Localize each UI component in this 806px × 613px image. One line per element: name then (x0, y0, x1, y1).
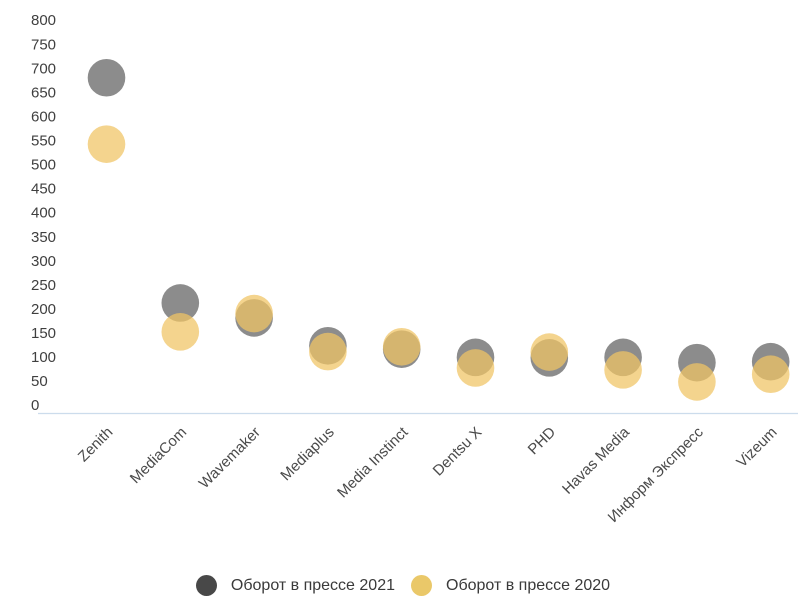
chart-legend: Оборот в прессе 2021 Оборот в прессе 2020 (0, 575, 806, 596)
legend-item-оборот-в-прессе-2021[interactable]: Оборот в прессе 2021 (195, 575, 395, 596)
y-tick-label-50: 50 (31, 373, 48, 390)
plot-area: 8007507006506005505004504003503002502001… (31, 12, 798, 526)
bubble-оборот-в-прессе-2020-информ-экспресс[interactable] (678, 363, 716, 401)
x-category-label-phd: PHD (525, 424, 560, 459)
x-category-label-vizeum: Vizeum (733, 424, 780, 471)
y-tick-label-550: 550 (31, 133, 56, 150)
y-tick-label-200: 200 (31, 301, 56, 318)
legend-item-оборот-в-прессе-2020[interactable]: Оборот в прессе 2020 (411, 575, 610, 596)
y-tick-label-650: 650 (31, 84, 56, 101)
bubble-оборот-в-прессе-2021-mediacom[interactable] (161, 284, 200, 322)
y-tick-label-750: 750 (31, 36, 56, 53)
bubble-оборот-в-прессе-2020-zenith[interactable] (87, 125, 126, 163)
bubble-оборот-в-прессе-2020-mediacom[interactable] (161, 313, 200, 351)
x-category-label-mediacom: MediaCom (127, 424, 190, 487)
bubble-оборот-в-прессе-2020-vizeum[interactable] (751, 355, 790, 394)
y-tick-label-600: 600 (31, 108, 56, 125)
y-tick-label-800: 800 (31, 12, 56, 29)
y-tick-label-250: 250 (31, 277, 56, 294)
bubble-оборот-в-прессе-2020-dentsu-x[interactable] (456, 349, 495, 387)
y-tick-label-450: 450 (31, 181, 56, 198)
y-tick-label-350: 350 (31, 229, 56, 246)
x-category-label-wavemaker: Wavemaker (196, 424, 264, 492)
y-tick-label-100: 100 (31, 349, 56, 366)
legend-dot-icon (195, 575, 217, 596)
x-category-label-dentsu-x: Dentsu X (430, 424, 486, 480)
bubble-оборот-в-прессе-2020-phd[interactable] (530, 333, 569, 371)
bubble-оборот-в-прессе-2020-wavemaker[interactable] (235, 294, 273, 333)
legend-label: Оборот в прессе 2021 (230, 576, 395, 594)
x-category-label-mediaplus: Mediaplus (277, 424, 337, 484)
legend-dot-icon (411, 575, 432, 596)
x-category-label-havas-media: Havas Media (559, 423, 633, 497)
legend-label: Оборот в прессе 2020 (446, 576, 611, 594)
x-category-label-zenith: Zenith (75, 424, 117, 466)
y-tick-label-500: 500 (31, 157, 56, 174)
y-tick-label-700: 700 (31, 60, 56, 77)
bubble-оборот-в-прессе-2021-zenith[interactable] (87, 58, 126, 97)
bubble-оборот-в-прессе-2020-media-instinct[interactable] (382, 327, 421, 366)
x-category-label-media-instinct: Media Instinct (334, 423, 412, 501)
y-tick-label-400: 400 (31, 205, 56, 222)
bubble-оборот-в-прессе-2020-mediaplus[interactable] (309, 332, 347, 371)
y-tick-label-0: 0 (31, 397, 39, 414)
bubble-оборот-в-прессе-2020-havas-media[interactable] (604, 351, 642, 389)
y-tick-label-150: 150 (31, 325, 56, 342)
y-tick-label-300: 300 (31, 253, 56, 270)
